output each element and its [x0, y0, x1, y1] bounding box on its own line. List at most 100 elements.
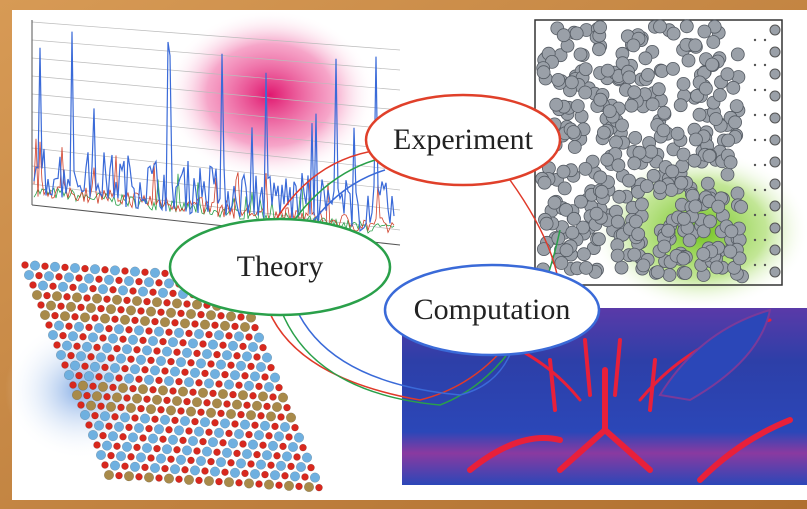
atom [79, 312, 91, 323]
particle [697, 24, 712, 39]
atom [215, 457, 227, 468]
atom [189, 388, 197, 396]
particle [673, 98, 688, 113]
atom [71, 389, 83, 401]
atom [125, 423, 133, 432]
atom [55, 273, 63, 281]
stroke [697, 417, 793, 483]
dot [763, 188, 767, 192]
atom [123, 394, 131, 402]
atom [265, 432, 273, 440]
atom [203, 399, 211, 407]
atom [101, 342, 113, 354]
particle [578, 85, 593, 100]
atom [217, 388, 229, 400]
particle [610, 214, 625, 229]
particle [726, 80, 741, 95]
atom [235, 479, 243, 487]
particle [657, 105, 672, 120]
atom [111, 294, 123, 305]
atom [93, 322, 105, 334]
atom [201, 348, 213, 360]
atom [65, 301, 77, 312]
atom [83, 391, 91, 400]
atom [271, 401, 283, 413]
atom [195, 358, 207, 369]
atom [143, 395, 151, 403]
particle [641, 68, 655, 82]
atom [215, 380, 223, 388]
atom [149, 365, 161, 376]
atom [263, 381, 275, 393]
atom [163, 299, 171, 307]
atom [123, 275, 135, 287]
atom [53, 320, 65, 331]
atom [247, 439, 259, 450]
atom [225, 332, 233, 340]
atom [71, 313, 79, 321]
atom [223, 400, 231, 408]
atom [139, 315, 151, 327]
atom [91, 293, 103, 304]
atom [213, 427, 225, 438]
particle [687, 153, 702, 168]
atom [73, 342, 81, 350]
atom [149, 386, 157, 394]
atom [161, 269, 169, 278]
atom [37, 280, 49, 291]
dot [753, 238, 757, 242]
atom [147, 433, 159, 444]
atom [155, 355, 167, 367]
atom [209, 466, 221, 477]
atom [163, 396, 171, 405]
particle [635, 197, 649, 212]
atom [269, 470, 281, 481]
particle [728, 115, 742, 130]
atom [35, 271, 43, 280]
particle [589, 206, 604, 221]
atom [137, 404, 145, 413]
atom [47, 329, 59, 341]
particle [622, 173, 636, 188]
particle [769, 222, 781, 234]
atom [85, 400, 97, 411]
atom [113, 442, 121, 450]
atom [129, 364, 141, 375]
atom [139, 434, 147, 442]
atom [131, 393, 143, 404]
atom [163, 278, 175, 289]
atom [261, 373, 269, 381]
atom [121, 441, 133, 452]
atom [175, 454, 187, 465]
particle [674, 175, 689, 190]
atom [189, 465, 201, 476]
atom [195, 476, 203, 485]
atom [83, 273, 95, 284]
atom [103, 372, 115, 383]
particle [711, 199, 726, 214]
atom [123, 471, 135, 482]
atom [97, 304, 105, 313]
particle [730, 47, 745, 62]
atom [299, 443, 307, 452]
atom [157, 287, 169, 298]
atom [87, 332, 99, 343]
particle [696, 247, 711, 261]
particle [578, 62, 593, 76]
particle [631, 227, 646, 242]
atom [167, 434, 179, 445]
atom [275, 481, 283, 489]
experiment-label: Experiment [393, 123, 534, 156]
atom [67, 351, 75, 360]
atom [125, 326, 133, 334]
atom [261, 470, 269, 479]
atom [137, 286, 149, 297]
atom [115, 353, 127, 364]
atom [147, 356, 155, 365]
particle [702, 149, 717, 163]
atom [177, 407, 185, 415]
atom [205, 407, 217, 418]
atom [181, 347, 193, 358]
particle [577, 247, 591, 262]
particle [657, 239, 672, 254]
